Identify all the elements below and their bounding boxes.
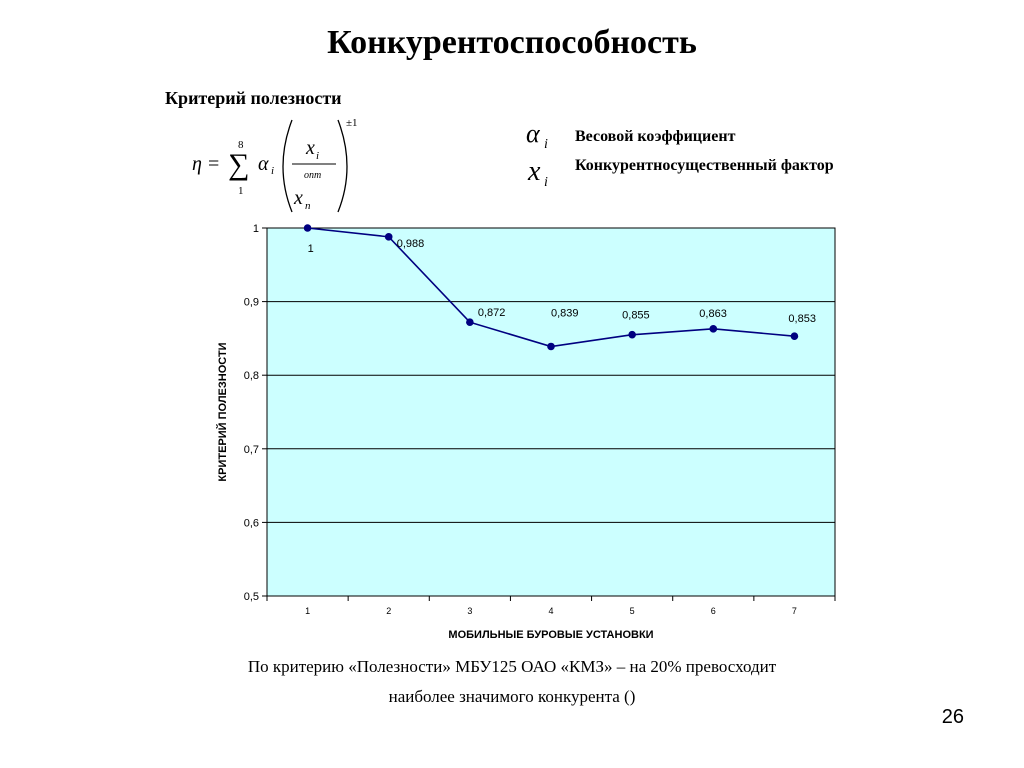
data-point — [547, 342, 555, 351]
y-tick-label: 0,8 — [244, 370, 259, 382]
formula-eta: η — [192, 153, 202, 175]
x-tick-label: 5 — [630, 606, 635, 616]
legend-alpha-sub: i — [544, 137, 548, 152]
legend-alpha-symbol: α — [526, 119, 541, 148]
legend-alpha-text: Весовой коэффициент — [575, 128, 736, 145]
formula-alpha-sub: i — [271, 165, 274, 177]
formula-right-paren — [337, 119, 348, 213]
data-point — [466, 318, 474, 327]
formula-opt-label: опт — [304, 170, 321, 181]
formula-sum-upper: 8 — [238, 139, 244, 151]
formula-numerator: x — [305, 137, 315, 159]
caption-line-1: По критерию «Полезности» МБУ125 ОАО «КМЗ… — [247, 657, 777, 676]
caption-line-2: наиболее значимого конкурента () — [388, 687, 636, 706]
x-tick-label: 7 — [792, 606, 797, 616]
page-number: 26 — [941, 706, 964, 728]
utility-formula: η = 8 ∑ 1 α i x i опт x n ±1 — [192, 117, 358, 213]
data-label: 0,863 — [699, 308, 727, 320]
legend-symbols: α i x i — [526, 119, 548, 190]
data-point — [790, 332, 799, 340]
y-tick-label: 0,7 — [244, 444, 259, 456]
legend-x-symbol: x — [527, 156, 541, 187]
data-label: 0,872 — [478, 307, 506, 319]
data-point — [628, 330, 636, 339]
x-tick-label: 6 — [711, 606, 716, 616]
x-tick-label: 3 — [467, 606, 472, 616]
legend-x-text: Конкурентносущественный фактор — [575, 157, 834, 174]
plot-area — [266, 227, 836, 597]
legend-x-sub: i — [544, 175, 548, 190]
y-tick-label: 1 — [253, 223, 259, 235]
data-label: 0,855 — [622, 310, 650, 322]
data-label: 0,839 — [551, 307, 579, 319]
formula-denominator-sub: n — [305, 200, 311, 212]
formula-denominator: x — [293, 187, 303, 209]
slide-title: Конкурентоспособность — [327, 24, 697, 61]
y-tick-label: 0,9 — [244, 297, 259, 309]
data-point — [709, 325, 718, 333]
data-point — [384, 233, 393, 241]
formula-heading: Критерий полезности — [165, 88, 342, 108]
data-point — [303, 224, 312, 232]
formula-alpha: α — [258, 153, 269, 175]
x-tick-label: 4 — [548, 606, 553, 616]
y-tick-label: 0,5 — [244, 591, 259, 603]
formula-exponent: ±1 — [346, 117, 358, 129]
data-label: 1 — [308, 243, 314, 255]
formula-left-paren — [282, 119, 293, 213]
formula-sum-sign: ∑ — [228, 148, 249, 181]
formula-numerator-sub: i — [316, 150, 319, 162]
data-label: 0,853 — [788, 313, 816, 325]
utility-chart: 1 2 3 4 5 6 7 0,5 0,6 0,7 0,8 0,9 1 1 0,988 0,872 0,83… — [216, 223, 836, 641]
formula-equals: = — [208, 153, 219, 175]
y-axis-title: КРИТЕРИЙ ПОЛЕЗНОСТИ — [216, 342, 229, 481]
x-tick-label: 2 — [386, 606, 391, 616]
x-tick-label: 1 — [305, 606, 310, 616]
formula-sum-lower: 1 — [238, 185, 244, 197]
x-axis-title: МОБИЛЬНЫЕ БУРОВЫЕ УСТАНОВКИ — [448, 629, 653, 641]
data-label: 0,988 — [397, 238, 425, 250]
caption: По критерию «Полезности» МБУ125 ОАО «КМЗ… — [0, 652, 1024, 712]
y-tick-label: 0,6 — [244, 517, 259, 529]
